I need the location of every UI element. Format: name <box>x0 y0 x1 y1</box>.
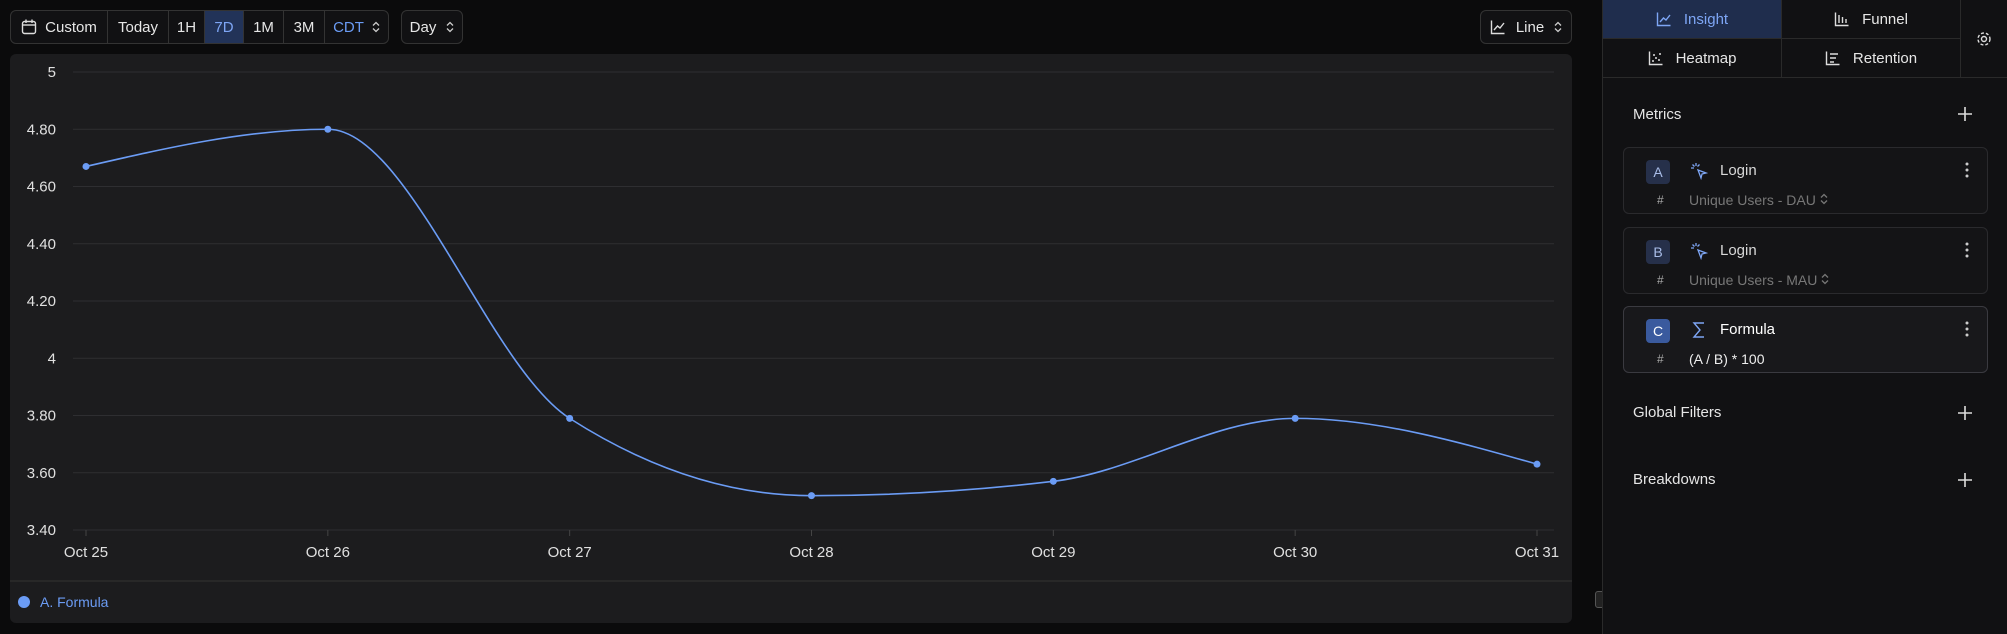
data-point <box>808 492 815 500</box>
menu-button[interactable] <box>1965 242 1969 258</box>
metric-symbol: # <box>1657 193 1664 207</box>
chevron-icon <box>446 21 454 33</box>
metric-measure[interactable]: Unique Users - MAU <box>1689 272 1829 288</box>
add-button[interactable] <box>1957 472 1973 488</box>
chart-panel <box>10 54 1572 623</box>
tab-label: Funnel <box>1862 10 1908 28</box>
metric-card[interactable]: A Login # Unique Users - DAU <box>1623 147 1988 214</box>
x-tick-label: Oct 25 <box>64 544 108 561</box>
data-point <box>566 414 574 422</box>
tab-active[interactable]: Insight <box>1603 0 1782 39</box>
y-tick-label: 3.60 <box>27 465 56 482</box>
menu-button[interactable] <box>1965 321 1969 337</box>
x-tick-label: Oct 29 <box>1031 544 1075 561</box>
section-title: Metrics <box>1633 106 1682 123</box>
section-title: Breakdowns <box>1633 471 1716 488</box>
tab[interactable]: Funnel <box>1782 0 1961 39</box>
line-chart-icon <box>1490 20 1505 35</box>
range-button[interactable]: Custom <box>10 10 108 44</box>
data-point <box>1533 460 1541 468</box>
section-title: Global Filters <box>1633 404 1722 421</box>
range-button[interactable]: 3M <box>283 10 325 44</box>
button-label: Custom <box>45 18 97 36</box>
metric-symbol: # <box>1657 273 1664 287</box>
x-tick-label: Oct 28 <box>789 544 833 561</box>
y-tick-label: 5 <box>48 64 56 81</box>
settings-button[interactable] <box>1961 0 2007 78</box>
series-line <box>85 128 1538 497</box>
data-point <box>1291 414 1299 422</box>
data-point <box>1049 477 1057 485</box>
data-point <box>82 162 90 170</box>
metric-letter: C <box>1646 319 1670 343</box>
timezone-label: CDT <box>333 18 364 36</box>
measure-label: Unique Users - DAU <box>1689 192 1816 208</box>
chevron-icon <box>372 21 380 33</box>
event-icon <box>1691 163 1708 180</box>
measure-label: Unique Users - MAU <box>1689 272 1818 288</box>
tab[interactable]: Retention <box>1782 39 1961 78</box>
y-tick-label: 4.80 <box>27 121 56 138</box>
tab[interactable]: Heatmap <box>1603 39 1782 78</box>
metric-formula[interactable]: (A / B) * 100 <box>1689 351 1765 367</box>
chart: 3.40 3.60 3.80 4 4.20 4.40 4.60 4.80 5 Oct 25 Oct … <box>10 64 1572 610</box>
range-button[interactable]: 1H <box>168 10 205 44</box>
y-tick-label: 4 <box>48 350 56 367</box>
x-tick-label: Oct 31 <box>1515 544 1559 561</box>
range-button[interactable]: Today <box>107 10 169 44</box>
formula-icon <box>1692 322 1704 338</box>
interval-select[interactable]: Day <box>401 10 463 44</box>
tab-label: Heatmap <box>1675 49 1737 67</box>
metric-symbol: # <box>1657 352 1664 366</box>
metric-measure[interactable]: Unique Users - DAU <box>1689 192 1828 208</box>
metric-card[interactable]: C Formula # (A / B) * 100 <box>1623 306 1988 373</box>
chevron-icon <box>1554 21 1562 33</box>
x-tick-label: Oct 27 <box>548 544 592 561</box>
y-tick-label: 4.20 <box>27 293 56 310</box>
metric-event: Login <box>1720 162 1757 179</box>
event-icon <box>1691 243 1708 260</box>
chevron-icon <box>1821 273 1829 285</box>
metric-event: Login <box>1720 242 1757 259</box>
x-tick-label: Oct 26 <box>306 544 350 561</box>
add-button[interactable] <box>1957 106 1973 122</box>
calendar-icon <box>21 19 37 35</box>
tab-icon <box>1648 51 1663 66</box>
chart-type-select[interactable]: Line <box>1480 10 1572 44</box>
data-point <box>324 125 332 133</box>
y-tick-label: 4.40 <box>27 236 56 253</box>
y-tick-label: 3.80 <box>27 408 56 425</box>
metric-letter: A <box>1646 160 1670 184</box>
tab-label: Retention <box>1852 49 1918 67</box>
tab-icon <box>1656 12 1671 27</box>
menu-button[interactable] <box>1965 162 1969 178</box>
y-tick-label: 4.60 <box>27 179 56 196</box>
tab-label: Insight <box>1683 10 1729 28</box>
x-tick-label: Oct 30 <box>1273 544 1317 561</box>
add-button[interactable] <box>1957 405 1973 421</box>
tab-icon <box>1825 51 1840 66</box>
range-button[interactable]: 1M <box>243 10 284 44</box>
chart-type-label: Line <box>1515 18 1545 36</box>
legend-label: A. Formula <box>40 594 109 610</box>
interval-label: Day <box>409 18 437 36</box>
chevron-icon <box>1820 193 1828 205</box>
tab-icon <box>1834 12 1849 27</box>
timezone-select[interactable]: CDT <box>324 10 389 44</box>
metric-card[interactable]: B Login # Unique Users - MAU <box>1623 227 1988 294</box>
legend-marker <box>18 596 30 608</box>
metric-event: Formula <box>1720 321 1776 338</box>
range-button-active[interactable]: 7D <box>204 10 244 44</box>
y-tick-label: 3.40 <box>27 522 56 539</box>
gear-icon <box>1977 31 1991 46</box>
metric-letter: B <box>1646 240 1670 264</box>
